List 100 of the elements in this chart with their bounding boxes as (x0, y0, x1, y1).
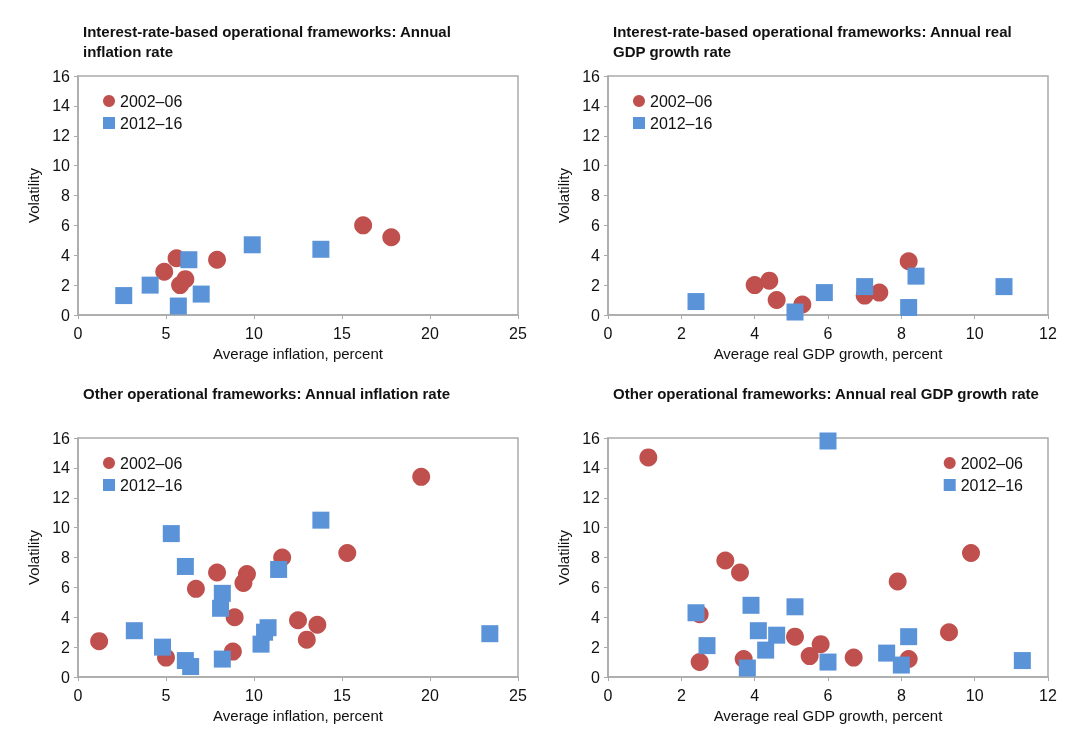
x-tick-label: 12 (1039, 324, 1057, 342)
point (786, 627, 804, 646)
point (237, 564, 256, 583)
point (125, 622, 143, 640)
y-tick-label: 12 (582, 127, 601, 145)
y-tick-label: 12 (52, 127, 71, 145)
point (225, 608, 244, 627)
point (940, 623, 958, 642)
point (907, 267, 925, 285)
point (208, 563, 227, 582)
x-tick-label: 0 (73, 324, 83, 342)
point (176, 557, 194, 575)
point (878, 644, 896, 662)
y-tick-label: 6 (61, 216, 71, 234)
legend-label: 2012–16 (650, 114, 713, 132)
y-tick-label: 14 (52, 97, 71, 115)
legend-label: 2002–06 (650, 92, 713, 110)
legend-label: 2002–06 (960, 454, 1024, 472)
x-tick-label: 12 (1039, 686, 1057, 704)
x-tick-label: 15 (333, 686, 351, 704)
y-tick-label: 4 (591, 246, 601, 264)
point (811, 635, 830, 654)
point (768, 626, 786, 644)
point (899, 252, 918, 271)
point (186, 579, 205, 598)
point (639, 448, 658, 467)
point (169, 297, 187, 315)
point (162, 525, 180, 543)
point (690, 653, 709, 672)
point (213, 650, 231, 668)
point (312, 511, 330, 529)
point (760, 271, 779, 290)
x-tick-label: 4 (750, 686, 760, 704)
y-tick-label: 10 (52, 519, 71, 537)
point (749, 622, 767, 640)
x-axis-title: Average real GDP growth, percent (713, 344, 944, 362)
x-tick-label: 2 (676, 324, 686, 342)
y-tick-label: 16 (582, 429, 601, 447)
x-tick-label: 0 (603, 324, 613, 342)
legend-label: 2012–16 (960, 476, 1024, 494)
point (208, 250, 227, 269)
y-tick-label: 2 (61, 276, 71, 294)
point (354, 216, 373, 235)
x-axis-title: Average real GDP growth, percent (713, 706, 944, 724)
y-tick-label: 6 (591, 578, 601, 596)
x-tick-label: 10 (245, 686, 263, 704)
point (900, 628, 918, 646)
point (767, 291, 786, 310)
point (308, 615, 327, 634)
y-tick-label: 16 (52, 429, 71, 447)
point (192, 285, 210, 303)
x-tick-label: 8 (896, 686, 906, 704)
y-tick-label: 6 (591, 216, 601, 234)
point (412, 467, 431, 486)
point (338, 544, 357, 563)
point (800, 647, 819, 666)
point (742, 596, 760, 614)
y-tick-label: 10 (52, 157, 71, 175)
x-tick-label: 4 (750, 324, 760, 342)
y-tick-label: 16 (52, 67, 71, 85)
point (90, 632, 109, 651)
legend-label: 2012–16 (120, 476, 183, 494)
y-axis-title: Volatility (555, 167, 573, 224)
x-tick-label: 0 (73, 686, 83, 704)
point (270, 560, 288, 578)
x-tick-label: 10 (965, 686, 984, 704)
point (900, 299, 918, 317)
point (312, 240, 330, 258)
y-axis-title: Volatility (25, 529, 43, 586)
point (259, 619, 277, 637)
y-tick-label: 8 (591, 187, 601, 204)
point (243, 236, 261, 254)
chart-title: Other operational frameworks: Annual real GDP growth rate (613, 384, 1039, 402)
point (738, 659, 756, 677)
x-tick-label: 15 (333, 324, 351, 342)
x-tick-label: 6 (823, 324, 833, 342)
point (815, 284, 833, 302)
point (819, 432, 837, 450)
x-tick-label: 6 (823, 686, 833, 704)
point (180, 251, 198, 269)
x-tick-label: 25 (509, 686, 527, 704)
x-tick-label: 8 (896, 324, 906, 342)
point (687, 293, 705, 311)
point (297, 630, 316, 649)
point (687, 604, 705, 622)
y-tick-label: 0 (591, 668, 601, 686)
y-tick-label: 4 (61, 608, 71, 626)
point (844, 648, 863, 667)
y-tick-label: 4 (61, 246, 71, 264)
point (481, 625, 499, 643)
y-tick-label: 10 (582, 157, 601, 175)
x-tick-label: 10 (245, 324, 263, 342)
point (995, 278, 1013, 296)
point (716, 551, 735, 570)
point (962, 544, 980, 563)
x-axis-title: Average inflation, percent (213, 344, 384, 362)
y-tick-label: 2 (591, 638, 601, 656)
x-tick-label: 20 (421, 686, 439, 704)
legend-label: 2012–16 (120, 114, 183, 132)
y-tick-label: 0 (591, 306, 601, 324)
